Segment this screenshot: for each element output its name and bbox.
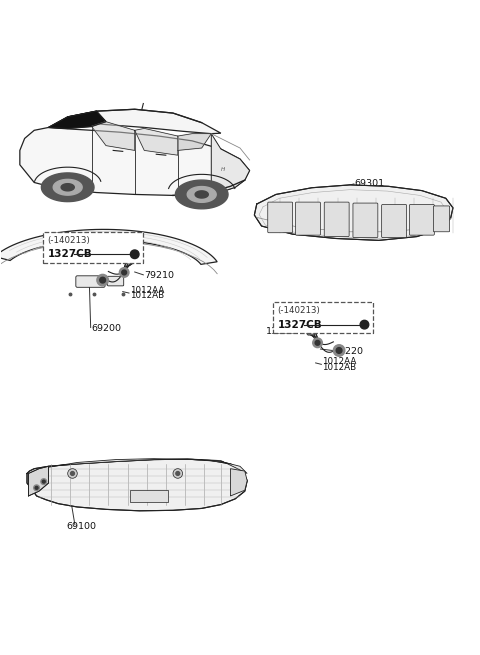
Polygon shape <box>135 128 178 155</box>
Text: H: H <box>221 167 225 172</box>
Circle shape <box>313 338 323 348</box>
Polygon shape <box>187 187 216 202</box>
Circle shape <box>35 487 38 489</box>
Polygon shape <box>0 229 217 265</box>
Circle shape <box>315 341 320 345</box>
FancyBboxPatch shape <box>43 232 144 263</box>
Polygon shape <box>53 179 82 195</box>
Text: (-140213): (-140213) <box>48 236 90 245</box>
FancyBboxPatch shape <box>433 206 450 232</box>
Circle shape <box>71 472 74 476</box>
Polygon shape <box>20 128 250 195</box>
FancyBboxPatch shape <box>273 302 373 333</box>
Polygon shape <box>116 256 128 263</box>
FancyBboxPatch shape <box>130 490 168 502</box>
Text: 1012AA: 1012AA <box>323 357 357 366</box>
Text: 79210: 79210 <box>144 271 174 280</box>
Polygon shape <box>48 109 221 134</box>
Text: 1327CB: 1327CB <box>48 250 92 259</box>
Text: 69301: 69301 <box>355 179 385 189</box>
Polygon shape <box>254 185 453 240</box>
Text: 1129EA: 1129EA <box>266 327 303 336</box>
Polygon shape <box>48 111 106 128</box>
FancyBboxPatch shape <box>76 276 105 288</box>
Circle shape <box>336 348 342 353</box>
FancyBboxPatch shape <box>353 203 378 238</box>
Polygon shape <box>178 134 211 151</box>
Circle shape <box>173 469 182 478</box>
Circle shape <box>100 277 106 283</box>
Circle shape <box>68 469 77 478</box>
Circle shape <box>122 270 127 275</box>
Text: 1327CB: 1327CB <box>277 320 322 329</box>
Circle shape <box>34 485 39 491</box>
Circle shape <box>360 320 369 329</box>
Circle shape <box>131 250 139 259</box>
Polygon shape <box>230 469 247 496</box>
Polygon shape <box>36 458 247 474</box>
Text: (-140213): (-140213) <box>277 307 320 315</box>
Polygon shape <box>41 173 94 202</box>
FancyBboxPatch shape <box>108 276 124 286</box>
Text: 69200: 69200 <box>92 324 121 333</box>
Circle shape <box>41 479 47 485</box>
Polygon shape <box>305 329 317 335</box>
FancyBboxPatch shape <box>296 202 321 235</box>
FancyBboxPatch shape <box>268 202 293 233</box>
Polygon shape <box>61 183 74 191</box>
Text: 1012AB: 1012AB <box>323 363 357 372</box>
Text: 1012AA: 1012AA <box>130 286 164 295</box>
Text: 1129EA: 1129EA <box>75 255 111 263</box>
Circle shape <box>333 345 345 356</box>
Circle shape <box>42 480 45 483</box>
Polygon shape <box>305 323 318 338</box>
Text: 79220: 79220 <box>333 347 363 356</box>
Text: 1012AB: 1012AB <box>130 291 164 301</box>
Polygon shape <box>175 180 228 209</box>
Polygon shape <box>27 459 247 511</box>
FancyBboxPatch shape <box>382 204 407 238</box>
FancyBboxPatch shape <box>409 204 434 235</box>
FancyBboxPatch shape <box>324 202 349 236</box>
Circle shape <box>176 472 180 476</box>
Polygon shape <box>195 191 208 198</box>
Circle shape <box>97 274 108 286</box>
Polygon shape <box>124 252 137 268</box>
Polygon shape <box>92 122 135 151</box>
Polygon shape <box>28 466 48 496</box>
Polygon shape <box>211 134 250 192</box>
Circle shape <box>120 268 129 277</box>
Text: 69100: 69100 <box>67 521 97 531</box>
